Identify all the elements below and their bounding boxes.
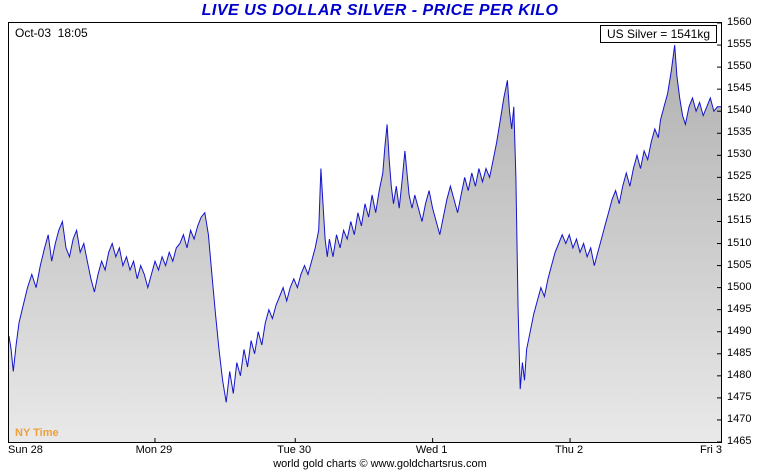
y-axis-tick-label: 1475 — [727, 390, 752, 403]
ny-time-label: NY Time — [15, 427, 59, 439]
y-axis-tick-label: 1545 — [727, 82, 752, 95]
y-axis-tick-label: 1465 — [727, 435, 752, 447]
y-axis-tick-label: 1530 — [727, 148, 752, 161]
timestamp-label: Oct-03 18:05 — [15, 26, 88, 40]
y-axis-tick-label: 1495 — [727, 302, 752, 315]
x-axis-tick-label: Thu 2 — [554, 444, 584, 456]
y-axis-tick-label: 1550 — [727, 60, 752, 73]
y-axis-tick-label: 1535 — [727, 126, 752, 139]
price-line — [9, 45, 721, 403]
y-axis-tick-label: 1525 — [727, 170, 752, 183]
y-axis-tick-label: 1505 — [727, 258, 752, 271]
y-axis-tick-label: 1540 — [727, 104, 752, 117]
y-axis-tick-label: 1470 — [727, 412, 752, 425]
x-axis-tick-label: Mon 29 — [135, 444, 173, 456]
chart-title: LIVE US DOLLAR SILVER - PRICE PER KILO — [201, 2, 559, 19]
y-axis-tick-label: 1520 — [727, 192, 752, 205]
y-axis-tick-label: 1500 — [727, 280, 752, 293]
x-axis-tick-label: Wed 1 — [415, 444, 448, 456]
price-area-fill — [9, 45, 721, 442]
plot-area: Oct-03 18:05 US Silver = 1541kg NY Time — [8, 22, 722, 443]
y-axis-tick-label: 1560 — [727, 16, 752, 28]
current-price-legend: US Silver = 1541kg — [599, 25, 717, 43]
price-area-chart — [9, 23, 721, 442]
x-axis-tick-label: Sun 28 — [8, 444, 43, 456]
y-axis-tick-label: 1490 — [727, 324, 752, 337]
x-axis-tick-label: Fri 3 — [700, 444, 722, 456]
y-axis-tick-label: 1515 — [727, 214, 752, 227]
y-axis-tick-label: 1510 — [727, 236, 752, 249]
y-axis-tick-label: 1480 — [727, 368, 752, 381]
y-axis-tick-label: 1555 — [727, 38, 752, 51]
x-axis-tick-label: Tue 30 — [277, 444, 312, 456]
axis-tick-marks — [154, 23, 721, 442]
y-axis-tick-label: 1485 — [727, 346, 752, 359]
footer-credit: world gold charts © www.goldchartsrus.co… — [273, 458, 487, 470]
